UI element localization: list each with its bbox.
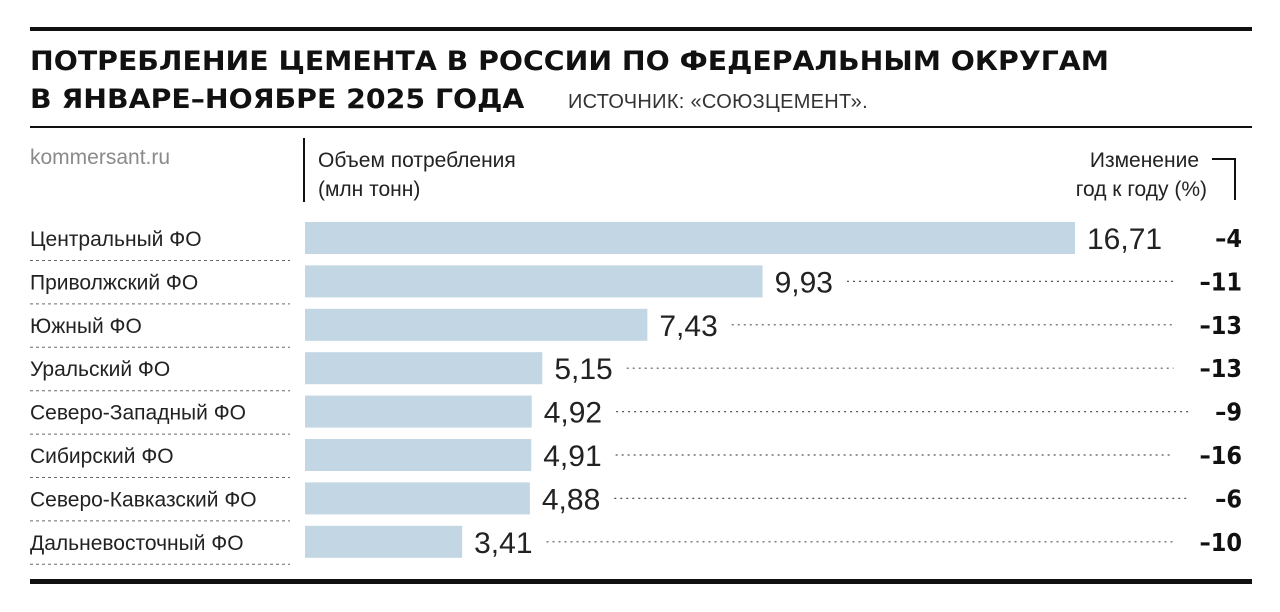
bar bbox=[305, 525, 463, 558]
header-rule bbox=[30, 126, 1252, 128]
change-bracket-top bbox=[1212, 158, 1236, 160]
value-label: 4,91 bbox=[543, 440, 601, 473]
change-label: –13 bbox=[1199, 354, 1242, 383]
bar bbox=[305, 482, 530, 515]
value-label: 5,15 bbox=[554, 353, 612, 386]
value-label: 16,71 bbox=[1087, 223, 1162, 256]
region-label: Южный ФО bbox=[30, 315, 142, 338]
region-label: Приволжский ФО bbox=[30, 271, 198, 294]
bar bbox=[305, 352, 543, 385]
change-label: –13 bbox=[1199, 311, 1242, 340]
change-label: –6 bbox=[1215, 484, 1242, 513]
volume-header-line-1: Объем потребления bbox=[318, 149, 516, 172]
value-label: 4,92 bbox=[544, 397, 602, 430]
value-label: 9,93 bbox=[775, 266, 833, 299]
value-label: 7,43 bbox=[659, 310, 717, 343]
change-label: –11 bbox=[1199, 267, 1242, 296]
region-label: Дальневосточный ФО bbox=[30, 532, 244, 555]
region-label: Северо-Кавказский ФО bbox=[30, 488, 257, 511]
bar bbox=[305, 439, 532, 471]
bar bbox=[305, 265, 763, 298]
site-label: kommersant.ru bbox=[30, 146, 171, 169]
bar bbox=[305, 308, 648, 341]
bar bbox=[305, 395, 532, 428]
region-label: Сибирский ФО bbox=[30, 445, 174, 468]
change-label: –10 bbox=[1199, 528, 1242, 557]
top-rule bbox=[30, 27, 1252, 31]
change-header-line-2: год к году (%) bbox=[1075, 178, 1207, 201]
change-bracket-side bbox=[1234, 158, 1236, 200]
region-label: Уральский ФО bbox=[30, 358, 170, 381]
volume-header-line-2: (млн тонн) bbox=[318, 178, 421, 201]
column-divider bbox=[303, 138, 305, 202]
bottom-rule bbox=[30, 579, 1252, 584]
value-label: 3,41 bbox=[474, 527, 532, 560]
chart-title-line-2: В ЯНВАРЕ–НОЯБРЕ 2025 ГОДА bbox=[30, 84, 525, 115]
region-label: Центральный ФО bbox=[30, 228, 202, 251]
chart-title-line-1: ПОТРЕБЛЕНИЕ ЦЕМЕНТА В РОССИИ ПО ФЕДЕРАЛЬ… bbox=[30, 46, 1109, 77]
value-label: 4,88 bbox=[542, 483, 600, 516]
change-header-line-1: Изменение bbox=[1089, 149, 1199, 172]
change-label: –9 bbox=[1215, 398, 1242, 427]
source-note: ИСТОЧНИК: «СОЮЗЦЕМЕНТ». bbox=[568, 91, 868, 113]
change-label: –16 bbox=[1199, 441, 1242, 470]
region-label: Северо-Западный ФО bbox=[30, 402, 246, 425]
bar bbox=[305, 222, 1075, 254]
change-label: –4 bbox=[1215, 224, 1242, 253]
